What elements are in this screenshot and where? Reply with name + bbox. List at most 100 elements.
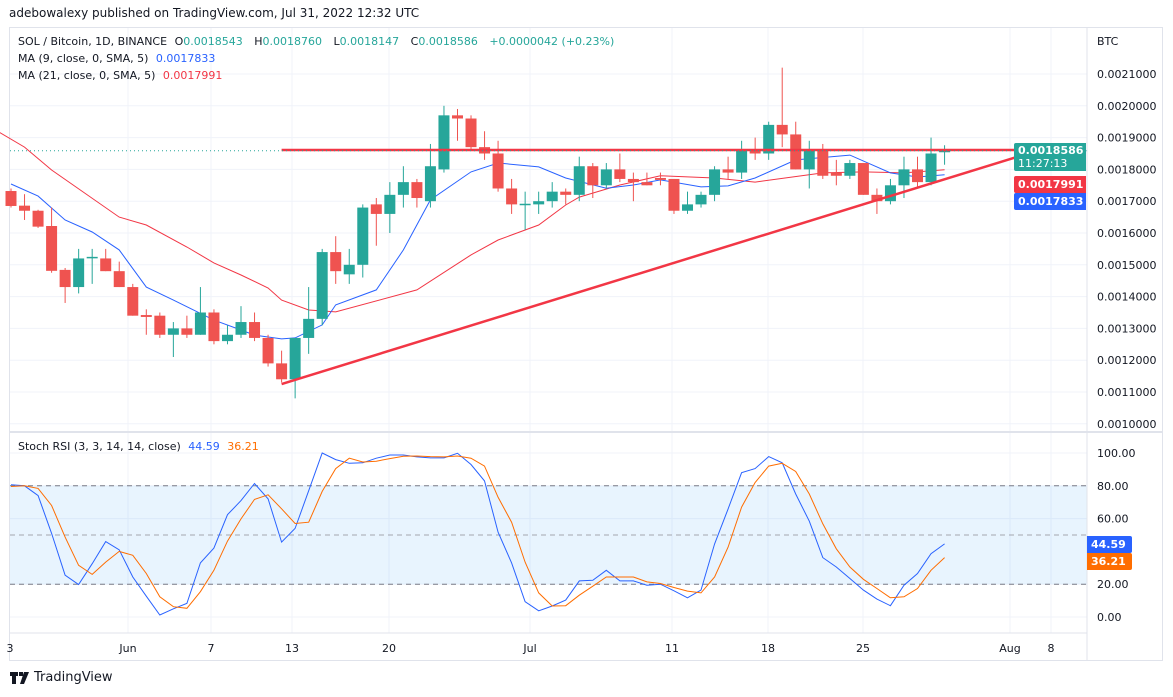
support-trendline[interactable] — [281, 148, 1040, 386]
candle-body — [546, 191, 558, 202]
candle-up[interactable] — [167, 322, 179, 358]
candle-up[interactable] — [235, 306, 247, 338]
candle-up[interactable] — [343, 248, 355, 284]
price-axis[interactable]: 0.0021000 0.0020000 0.0019000 0.0018000 0.00… — [1097, 68, 1157, 431]
candle-down[interactable] — [127, 283, 139, 316]
candle-down[interactable] — [181, 315, 193, 338]
candle-down[interactable] — [912, 156, 924, 189]
candle-down[interactable] — [113, 261, 125, 288]
ma21-legend[interactable]: MA (21, close, 0, SMA, 5) 0.0017991 — [18, 69, 226, 82]
candle-up[interactable] — [844, 159, 856, 179]
candle-down[interactable] — [790, 121, 802, 170]
candle-down[interactable] — [59, 267, 71, 303]
candle-up[interactable] — [803, 140, 815, 189]
candle-down[interactable] — [140, 309, 152, 335]
low-label: L — [333, 35, 340, 48]
candle-body — [533, 201, 545, 205]
candle-down[interactable] — [749, 137, 761, 160]
time-axis[interactable]: 3 Jun 7 13 20 Jul 11 18 25 Aug 8 — [7, 642, 1055, 655]
candle-down[interactable] — [506, 178, 518, 214]
ma9-line[interactable] — [10, 154, 945, 340]
candle-down[interactable] — [276, 350, 288, 383]
candle-down[interactable] — [479, 131, 491, 160]
candle-up[interactable] — [763, 121, 775, 160]
price-axis-currency: BTC — [1097, 35, 1119, 48]
candle-up[interactable] — [884, 178, 896, 205]
symbol-title[interactable]: SOL / Bitcoin, 1D, BINANCE — [18, 35, 168, 48]
candle-up[interactable] — [736, 140, 748, 179]
candle-up[interactable] — [289, 337, 301, 399]
candle-body — [682, 204, 693, 211]
candle-down[interactable] — [587, 163, 599, 199]
candle-up[interactable] — [424, 143, 436, 208]
ma9-legend[interactable]: MA (9, close, 0, SMA, 5) 0.0017833 — [18, 52, 219, 65]
candle-down[interactable] — [5, 188, 17, 208]
stoch-k-line[interactable] — [10, 452, 945, 616]
price-tick-label: 0.0011000 — [1097, 386, 1157, 399]
candle-up[interactable] — [709, 166, 721, 202]
candle-up[interactable] — [682, 191, 693, 214]
candle-up[interactable] — [519, 191, 531, 230]
candle-up[interactable] — [73, 248, 85, 294]
stoch-tick-label: 100.00 — [1097, 447, 1136, 460]
price-change: +0.0000042 (+0.23%) — [489, 35, 615, 48]
candle-down[interactable] — [668, 178, 680, 214]
candle-body — [600, 169, 612, 186]
candle-up[interactable] — [397, 166, 409, 208]
stoch-legend[interactable]: Stoch RSI (3, 3, 14, 14, close) 44.59 36… — [18, 440, 263, 453]
candle-down[interactable] — [154, 312, 166, 338]
candle-up[interactable] — [303, 287, 315, 354]
stoch-k-value: 44.59 — [188, 440, 220, 453]
candle-down[interactable] — [19, 194, 31, 220]
candle-down[interactable] — [722, 156, 734, 179]
candle-down[interactable] — [492, 140, 504, 192]
candle-down[interactable] — [208, 309, 220, 345]
candle-down[interactable] — [641, 172, 653, 186]
candle-up[interactable] — [533, 191, 545, 214]
candle-down[interactable] — [370, 198, 382, 246]
ma21-line[interactable] — [0, 131, 945, 313]
tradingview-footer[interactable]: TradingView — [10, 670, 113, 685]
candle-up[interactable] — [925, 137, 937, 186]
stoch-k-badge: 44.59 — [1087, 536, 1132, 553]
candle-body — [100, 258, 112, 272]
candle-down[interactable] — [100, 248, 112, 272]
candle-body — [262, 337, 274, 364]
low-value: 0.0018147 — [339, 35, 400, 48]
high-value: 0.0018760 — [262, 35, 323, 48]
candle-up[interactable] — [384, 182, 396, 233]
candle-down[interactable] — [249, 312, 261, 342]
candle-down[interactable] — [330, 236, 342, 284]
candle-down[interactable] — [46, 207, 58, 273]
candle-up[interactable] — [316, 248, 328, 326]
candle-down[interactable] — [465, 115, 477, 151]
stoch-d-line[interactable] — [10, 455, 945, 609]
stoch-axis[interactable]: 100.00 80.00 60.00 20.00 0.00 — [1097, 447, 1136, 624]
candle-up[interactable] — [939, 145, 951, 165]
candle-down[interactable] — [654, 172, 666, 186]
candle-down[interactable] — [776, 67, 788, 148]
candle-down[interactable] — [451, 108, 463, 141]
candle-body — [208, 312, 220, 342]
time-tick-label: Jul — [522, 642, 536, 655]
candle-up[interactable] — [221, 325, 233, 345]
candle-down[interactable] — [262, 334, 274, 367]
candle-down[interactable] — [857, 163, 869, 195]
candle-up[interactable] — [194, 287, 206, 335]
candle-down[interactable] — [627, 172, 639, 202]
candle-down[interactable] — [560, 188, 572, 205]
trendlines[interactable] — [10, 148, 1087, 386]
candle-down[interactable] — [411, 178, 423, 208]
candle-up[interactable] — [573, 156, 585, 202]
time-tick-label: Jun — [118, 642, 136, 655]
candle-up[interactable] — [357, 204, 369, 278]
candle-up[interactable] — [695, 191, 707, 208]
candle-up[interactable] — [600, 163, 612, 189]
candle-down[interactable] — [32, 209, 44, 228]
candle-up[interactable] — [86, 248, 98, 284]
candle-up[interactable] — [546, 182, 558, 208]
candle-down[interactable] — [614, 153, 626, 183]
candle-down[interactable] — [830, 159, 842, 186]
candle-up[interactable] — [438, 105, 450, 173]
